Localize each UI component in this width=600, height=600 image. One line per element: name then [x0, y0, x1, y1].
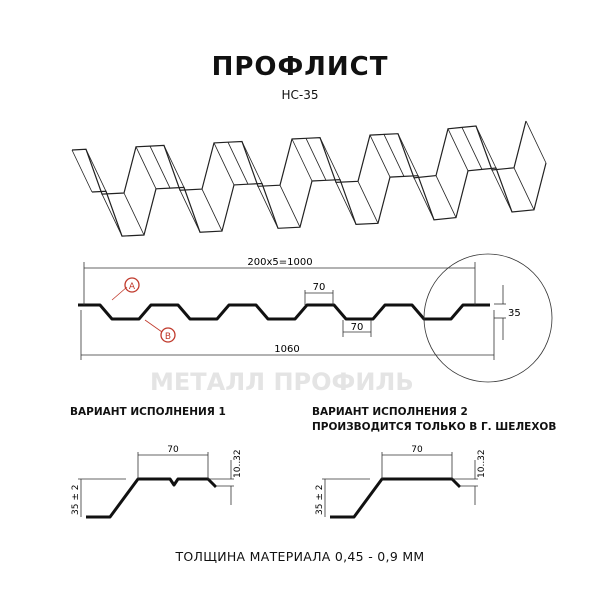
marker-b-label: B [165, 332, 171, 342]
sheet-front-edge [71, 120, 527, 195]
sheet-rib-line [369, 134, 391, 178]
sheet-rib-line [241, 141, 263, 184]
variant-profile-line [330, 477, 462, 519]
sheet-rib-line [149, 145, 171, 189]
variant-2-width: 70 [411, 445, 423, 455]
sheet-rib-line [383, 134, 405, 177]
sheet-rib-line [413, 177, 435, 220]
pitch-dimension: 200х5=1000 [247, 257, 312, 268]
variant-1-detail [78, 452, 234, 519]
sheet-rib-line [279, 185, 301, 228]
variant-profile-line [86, 477, 218, 519]
sheet-rib-line [319, 137, 341, 180]
height-dimension: 35 [508, 308, 521, 319]
sheet-rib-line [335, 182, 357, 225]
sheet-rib-line [305, 138, 327, 181]
marker-a [124, 277, 140, 293]
sheet-rib-line [525, 120, 547, 164]
sheet-rib-line [435, 175, 457, 218]
dimension-lines [80, 253, 553, 383]
width-dimension: 1060 [274, 344, 299, 355]
sheet-rib-line [491, 169, 513, 213]
sheet-rib-line [291, 138, 313, 182]
profile-line [78, 303, 490, 321]
sheet-rib-line [257, 186, 279, 229]
variant-1-caption: ВАРИАНТ ИСПОЛНЕНИЯ 1 [70, 406, 226, 418]
material-thickness: ТОЛЩИНА МАТЕРИАЛА 0,45 - 0,9 ММ [175, 549, 425, 564]
sheet-rib-line [101, 193, 123, 237]
sheet-back-edge [91, 162, 547, 237]
sheet-rib-line [123, 192, 145, 236]
watermark-text: МЕТАЛЛ ПРОФИЛЬ [150, 368, 414, 396]
page-title: ПРОФЛИСТ [211, 52, 389, 82]
profile-section [78, 303, 490, 321]
valley-dimension: 70 [351, 322, 364, 333]
sheet-rib-line [179, 190, 201, 233]
sheet-rib-line [213, 142, 235, 186]
crest-dimension: 70 [313, 282, 326, 293]
sheet-rib-line [163, 145, 185, 188]
variant-2-step: 10..32 [477, 449, 487, 478]
variant-1-step: 10..32 [233, 449, 243, 478]
sheet-rib-line [447, 128, 469, 171]
sheet-rib-line [357, 181, 379, 224]
sheet-rib-line [397, 133, 419, 176]
variant-2-caption: ВАРИАНТ ИСПОЛНЕНИЯ 2 [312, 406, 468, 418]
profile-code: НС-35 [281, 88, 319, 102]
variant-2-note: ПРОИЗВОДИТСЯ ТОЛЬКО В Г. ШЕЛЕХОВ [312, 421, 557, 433]
sheet-rib-line [461, 127, 483, 170]
watermark: МЕТАЛЛ ПРОФИЛЬ [150, 368, 414, 396]
sheet-rib-line [85, 149, 107, 192]
variant-1-width: 70 [167, 445, 179, 455]
variant-2-height: 35 ± 2 [315, 485, 325, 515]
marker-a-label: A [129, 282, 136, 292]
sheet-3d-view [71, 120, 547, 237]
variant-2-detail [322, 452, 478, 519]
sheet-rib-line [201, 188, 223, 232]
sheet-rib-line [227, 142, 249, 185]
marker-b [160, 327, 176, 343]
variant-1-height: 35 ± 2 [71, 485, 81, 515]
sheet-rib-line [71, 149, 93, 193]
sheet-rib-line [513, 167, 535, 210]
sheet-rib-line [135, 146, 157, 189]
sheet-rib-line [475, 125, 497, 169]
